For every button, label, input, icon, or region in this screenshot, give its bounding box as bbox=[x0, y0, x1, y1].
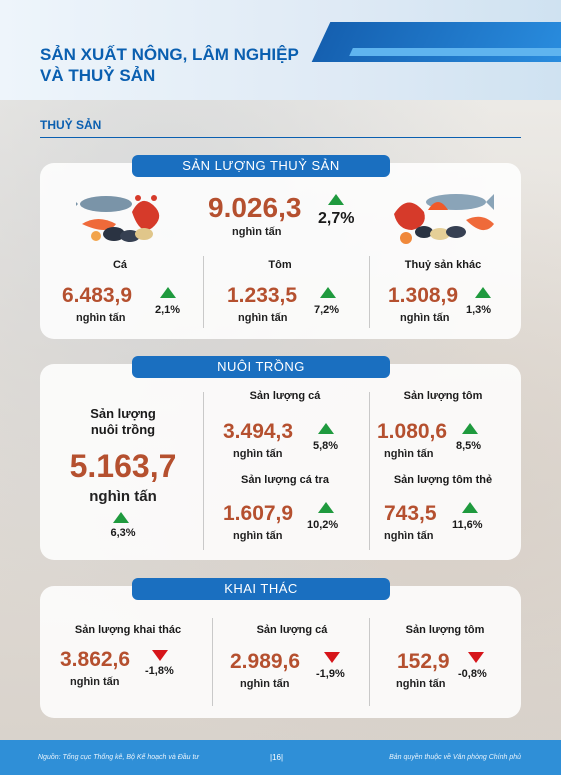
divider bbox=[203, 256, 204, 328]
production-item-value: 6.483,9 bbox=[62, 284, 133, 307]
production-total-value: 9.026,3 bbox=[208, 192, 302, 223]
page-title: SẢN XUẤT NÔNG, LÂM NGHIỆP VÀ THUỶ SẢN bbox=[40, 44, 360, 86]
aquaculture-item-change: 11,6% bbox=[452, 519, 483, 531]
capture-item-change: -1,8% bbox=[145, 665, 174, 677]
aquaculture-total-unit: nghìn tấn bbox=[89, 488, 157, 505]
capture-item-unit: nghìn tấn bbox=[396, 678, 446, 690]
production-item-change: 7,2% bbox=[314, 304, 340, 316]
aquaculture-item-unit: nghìn tấn bbox=[233, 448, 283, 460]
divider bbox=[212, 618, 213, 706]
aquaculture-item-label: Sản lượng cá bbox=[249, 390, 321, 402]
triangle-up-icon bbox=[113, 512, 129, 523]
aquaculture-total-value: 5.163,7 bbox=[69, 448, 177, 484]
production-item-label: Tôm bbox=[268, 259, 292, 271]
aquaculture-item-unit: nghìn tấn bbox=[384, 448, 434, 460]
divider bbox=[203, 392, 204, 550]
aquaculture-item-change: 8,5% bbox=[456, 440, 482, 452]
seafood-illustration-left bbox=[76, 195, 160, 242]
aquaculture-item-label: Sản lượng tôm bbox=[403, 390, 483, 402]
page-header: SẢN XUẤT NÔNG, LÂM NGHIỆP VÀ THUỶ SẢN bbox=[0, 0, 561, 100]
triangle-down-icon bbox=[152, 650, 168, 661]
production-panel bbox=[40, 163, 521, 339]
triangle-up-icon bbox=[462, 423, 478, 434]
aquaculture-item-unit: nghìn tấn bbox=[233, 530, 283, 542]
triangle-up-icon bbox=[328, 194, 344, 205]
divider bbox=[369, 392, 370, 550]
capture-item-unit: nghìn tấn bbox=[70, 676, 120, 688]
aquaculture-item-value: 1.080,6 bbox=[377, 420, 448, 443]
production-item-unit: nghìn tấn bbox=[400, 312, 450, 324]
production-item-change: 2,1% bbox=[155, 304, 181, 316]
page-footer: Nguồn: Tổng cục Thống kê, Bộ Kế hoạch và… bbox=[0, 740, 561, 775]
production-item-label: Cá bbox=[112, 259, 128, 271]
capture-panel bbox=[40, 586, 521, 718]
production-pill: SẢN LƯỢNG THUỶ SẢN bbox=[132, 155, 390, 177]
aquaculture-item-value: 743,5 bbox=[384, 502, 437, 525]
triangle-up-icon bbox=[475, 287, 491, 298]
page-number: |16| bbox=[270, 753, 284, 762]
production-total-change: 2,7% bbox=[318, 210, 355, 227]
page-title-line2: VÀ THUỶ SẢN bbox=[40, 66, 156, 85]
production-item-unit: nghìn tấn bbox=[76, 312, 126, 324]
aquaculture-panel bbox=[40, 364, 521, 560]
production-total-unit: nghìn tấn bbox=[232, 226, 282, 238]
section-divider bbox=[40, 137, 521, 138]
production-item-value: 1.233,5 bbox=[227, 284, 298, 307]
section-label: THUỶ SẢN bbox=[40, 118, 102, 132]
capture-item-label: Sản lượng cá bbox=[256, 624, 328, 636]
seafood-illustration-right bbox=[394, 194, 494, 244]
triangle-down-icon bbox=[324, 652, 340, 663]
production-item-unit: nghìn tấn bbox=[238, 312, 288, 324]
triangle-down-icon bbox=[468, 652, 484, 663]
aquaculture-total-label-line1: Sản lượng bbox=[90, 406, 156, 421]
capture-item-label: Sản lượng khai thác bbox=[74, 624, 182, 636]
capture-item-unit: nghìn tấn bbox=[240, 678, 290, 690]
capture-pill: KHAI THÁC bbox=[132, 578, 390, 600]
capture-item-label: Sản lượng tôm bbox=[405, 624, 485, 636]
aquaculture-total-label-line2: nuôi trồng bbox=[90, 422, 156, 437]
triangle-up-icon bbox=[320, 287, 336, 298]
aquaculture-item-label: Sản lượng cá tra bbox=[241, 474, 329, 486]
aquaculture-pill: NUÔI TRỒNG bbox=[132, 356, 390, 378]
aquaculture-total-change: 6,3% bbox=[110, 527, 136, 539]
capture-item-change: -0,8% bbox=[458, 668, 487, 680]
triangle-up-icon bbox=[318, 502, 334, 513]
production-item-change: 1,3% bbox=[466, 304, 492, 316]
aquaculture-item-change: 5,8% bbox=[313, 440, 339, 452]
divider bbox=[369, 618, 370, 706]
triangle-up-icon bbox=[160, 287, 176, 298]
production-item-label: Thuỷ sản khác bbox=[404, 259, 482, 271]
aquaculture-item-unit: nghìn tấn bbox=[384, 530, 434, 542]
aquaculture-item-value: 1.607,9 bbox=[223, 502, 294, 525]
triangle-up-icon bbox=[462, 502, 478, 513]
production-item-value: 1.308,9 bbox=[388, 284, 459, 307]
triangle-up-icon bbox=[318, 423, 334, 434]
capture-item-value: 2.989,6 bbox=[230, 650, 301, 673]
header-band-accent bbox=[349, 48, 561, 56]
aquaculture-item-value: 3.494,3 bbox=[223, 420, 294, 443]
aquaculture-item-label: Sản lượng tôm thẻ bbox=[393, 474, 493, 486]
aquaculture-item-change: 10,2% bbox=[307, 519, 339, 531]
footer-copyright: Bản quyền thuộc về Văn phòng Chính phủ bbox=[389, 754, 521, 761]
divider bbox=[369, 256, 370, 328]
capture-item-value: 3.862,6 bbox=[60, 648, 131, 671]
footer-source: Nguồn: Tổng cục Thống kê, Bộ Kế hoạch và… bbox=[38, 754, 199, 761]
capture-item-change: -1,9% bbox=[316, 668, 345, 680]
page-title-line1: SẢN XUẤT NÔNG, LÂM NGHIỆP bbox=[40, 45, 299, 64]
capture-item-value: 152,9 bbox=[397, 650, 450, 673]
